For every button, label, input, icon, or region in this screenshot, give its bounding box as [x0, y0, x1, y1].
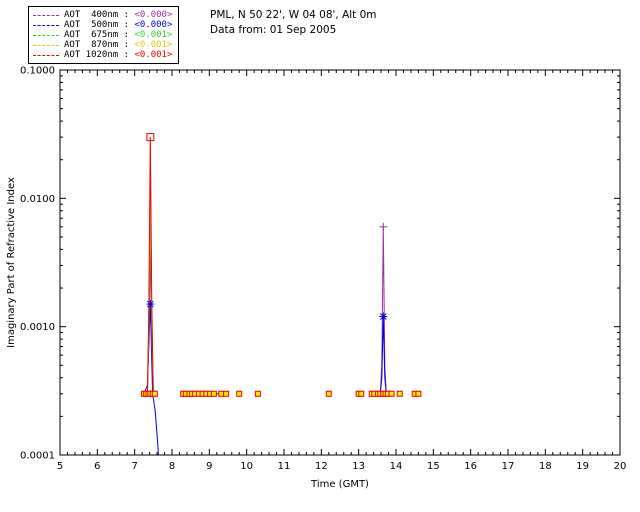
svg-text:9: 9 — [206, 461, 212, 472]
svg-text:17: 17 — [502, 461, 515, 472]
legend-line-sample-icon — [33, 54, 59, 56]
svg-text:18: 18 — [539, 461, 552, 472]
legend-value: <0.001> — [134, 40, 173, 50]
x-tick-labels: 5 6 7 8 9 10 11 12 13 14 15 16 17 18 19 20 — [57, 461, 627, 472]
svg-text:0.1000: 0.1000 — [20, 66, 55, 77]
legend-value: <0.000> — [134, 10, 173, 20]
series-aot-1020nm — [144, 137, 419, 395]
site-info: PML, N 50 22', W 04 08', Alt 0m — [210, 9, 377, 21]
legend-line-sample-icon — [33, 44, 59, 46]
legend-item: AOT 870nm : <0.001> — [33, 40, 172, 50]
plot-header: PML, N 50 22', W 04 08', Alt 0m Data fro… — [210, 8, 377, 38]
asterisk-marker-icon — [146, 300, 155, 309]
svg-text:11: 11 — [278, 461, 291, 472]
legend-value: <0.001> — [134, 50, 173, 60]
baseline-square-markers — [141, 390, 422, 397]
svg-text:13: 13 — [352, 461, 365, 472]
legend-value: <0.000> — [134, 20, 173, 30]
svg-text:19: 19 — [576, 461, 589, 472]
legend-label: AOT 1020nm : — [64, 50, 135, 60]
svg-text:0.0001: 0.0001 — [20, 451, 55, 462]
series-aot-500nm — [143, 304, 419, 455]
svg-text:6: 6 — [94, 461, 100, 472]
legend-item: AOT 500nm : <0.000> — [33, 20, 172, 30]
axes — [59, 69, 621, 456]
axis-titles: Time (GMT) Imaginary Part of Refractive I… — [6, 177, 369, 490]
svg-text:20: 20 — [614, 461, 627, 472]
legend-value: <0.001> — [134, 30, 173, 40]
legend-line-sample-icon — [33, 24, 59, 26]
square-marker-icon — [146, 133, 155, 142]
data-date: Data from: 01 Sep 2005 — [210, 24, 337, 36]
series-aot-870nm — [144, 165, 419, 395]
svg-text:Imaginary Part of Refractive I: Imaginary Part of Refractive Index — [6, 177, 17, 348]
svg-text:10: 10 — [240, 461, 253, 472]
svg-text:7: 7 — [131, 461, 137, 472]
svg-text:15: 15 — [427, 461, 440, 472]
svg-text:14: 14 — [390, 461, 403, 472]
legend-line-sample-icon — [33, 14, 59, 16]
legend-line-sample-icon — [33, 34, 59, 36]
legend-label: AOT 500nm : — [64, 20, 135, 30]
peak-markers — [146, 133, 388, 321]
legend-label: AOT 870nm : — [64, 40, 135, 50]
legend-item: AOT 1020nm : <0.001> — [33, 50, 172, 60]
series-lines — [143, 137, 419, 455]
svg-text:0.0100: 0.0100 — [20, 194, 55, 205]
legend-label: AOT 400nm : — [64, 10, 135, 20]
svg-text:8: 8 — [169, 461, 175, 472]
legend-label: AOT 675nm : — [64, 30, 135, 40]
plus-marker-icon — [379, 222, 388, 231]
svg-text:5: 5 — [57, 461, 63, 472]
legend: AOT 400nm : <0.000> AOT 500nm : <0.000> AO… — [28, 6, 180, 64]
series-aot-400nm — [144, 226, 419, 395]
svg-text:Time (GMT): Time (GMT) — [310, 479, 369, 490]
y-tick-labels: 0.1000 0.0100 0.0010 0.0001 — [20, 66, 55, 462]
svg-text:0.0010: 0.0010 — [20, 322, 55, 333]
legend-item: AOT 675nm : <0.001> — [33, 30, 172, 40]
svg-text:16: 16 — [464, 461, 477, 472]
svg-text:12: 12 — [315, 461, 328, 472]
legend-item: AOT 400nm : <0.000> — [33, 10, 172, 20]
asterisk-marker-icon — [379, 312, 388, 321]
series-aot-675nm — [144, 192, 419, 395]
